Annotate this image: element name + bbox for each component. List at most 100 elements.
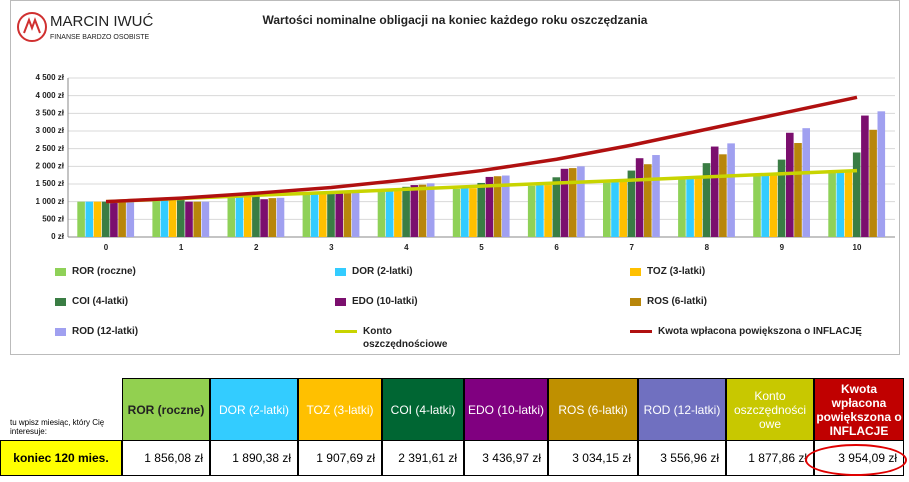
column-header: ROD (12-latki) (638, 378, 726, 441)
legend-item: Konto oszczędnościowe (335, 325, 473, 351)
bar (185, 201, 193, 237)
value-cell: 2 391,61 zł (382, 440, 464, 476)
bar (327, 191, 335, 237)
chart-title: Wartości nominalne obligacji na koniec k… (263, 13, 648, 27)
legend-label: Kwota wpłacona powiększona o INFLACJĘ (658, 326, 862, 337)
legend-label: Konto oszczędnościowe (363, 326, 448, 350)
bar (302, 194, 311, 237)
y-tick-label: 0 zł (51, 232, 65, 241)
bar (201, 201, 210, 237)
bar (719, 154, 727, 237)
y-tick-label: 500 zł (42, 214, 65, 223)
bar (769, 173, 778, 237)
legend-swatch (335, 298, 346, 306)
value-cell: 1 890,38 zł (210, 440, 298, 476)
bar (168, 199, 177, 237)
column-header: Kwota wpłacona powiększona o INFLACJE (814, 378, 904, 441)
bar (794, 143, 802, 237)
x-tick-label: 5 (479, 243, 484, 252)
legend-item: ROD (12-latki) (55, 325, 138, 338)
legend-item: ROS (6-latki) (630, 295, 707, 308)
column-header: DOR (2-latki) (210, 378, 298, 441)
bar (552, 177, 561, 237)
x-tick-label: 6 (554, 243, 559, 252)
legend-label: ROR (roczne) (72, 266, 136, 277)
bar (536, 185, 544, 237)
bar (319, 194, 327, 237)
bar (678, 179, 686, 237)
x-tick-label: 7 (629, 243, 634, 252)
value-cell: 3 556,96 zł (638, 440, 726, 476)
legend-swatch (630, 330, 652, 333)
chart-frame (10, 0, 900, 355)
bar (802, 128, 810, 237)
bar (177, 198, 185, 237)
value-cell: 1 877,86 zł (726, 440, 814, 476)
bar (310, 194, 319, 237)
column-header: COI (4-latki) (382, 378, 464, 441)
bar (577, 166, 585, 237)
bar (243, 196, 252, 237)
bar (702, 163, 711, 237)
legend-item: COI (4-latki) (55, 295, 128, 308)
legend-label: TOZ (3-latki) (647, 266, 706, 277)
bar (502, 175, 510, 237)
bar (426, 183, 435, 237)
logo-name: MARCIN IWUĆ (50, 13, 153, 30)
bar (93, 201, 102, 237)
bar (276, 197, 285, 237)
bar (461, 188, 469, 237)
legend-label: ROD (12-latki) (72, 326, 139, 337)
bar (761, 174, 769, 237)
bar (828, 171, 836, 237)
bar (235, 196, 244, 237)
bar (110, 201, 118, 237)
bar (652, 155, 660, 237)
y-tick-label: 2 000 zł (36, 161, 65, 170)
bar (635, 158, 644, 237)
y-tick-label: 2 500 zł (36, 144, 65, 153)
legend-item: ROR (roczne) (55, 265, 136, 278)
bar (152, 199, 160, 237)
logo-mark (23, 17, 41, 34)
y-tick-label: 1 500 zł (36, 179, 65, 188)
legend-label: EDO (10-latki) (352, 296, 418, 307)
bar (77, 201, 85, 237)
bar (469, 188, 477, 237)
bar (452, 188, 461, 237)
bar (85, 201, 94, 237)
x-tick-label: 4 (404, 243, 409, 252)
bar (877, 111, 886, 237)
bar (335, 191, 343, 237)
value-cell: 3 034,15 zł (548, 440, 638, 476)
bar (118, 201, 126, 237)
legend-swatch (55, 298, 66, 306)
bar (852, 152, 861, 237)
column-header: TOZ (3-latki) (298, 378, 382, 441)
bar (268, 198, 277, 237)
bar (101, 201, 110, 237)
bar (786, 132, 794, 237)
bar (485, 176, 494, 237)
bar (627, 170, 636, 237)
chart: MARCIN IWUĆ FINANSE BARDZO OSOBISTE Wart… (17, 12, 895, 252)
value-cell: 3 436,97 zł (464, 440, 548, 476)
column-header: EDO (10-latki) (464, 378, 548, 441)
value-cell: 1 907,69 zł (298, 440, 382, 476)
x-tick-label: 8 (705, 243, 710, 252)
row-label: koniec 120 mies. (0, 440, 122, 476)
bar (527, 185, 536, 237)
bar (844, 169, 853, 237)
highlight-ellipse (805, 444, 907, 476)
legend-item: DOR (2-latki) (335, 265, 413, 278)
bar (777, 159, 786, 237)
bar (385, 191, 394, 237)
bar (193, 201, 201, 237)
legend-label: ROS (6-latki) (647, 296, 708, 307)
column-header: ROR (roczne) (122, 378, 210, 441)
logo-tagline: FINANSE BARDZO OSOBISTE (50, 34, 150, 41)
bar (861, 115, 869, 237)
legend-label: DOR (2-latki) (352, 266, 413, 277)
bar (644, 164, 652, 237)
